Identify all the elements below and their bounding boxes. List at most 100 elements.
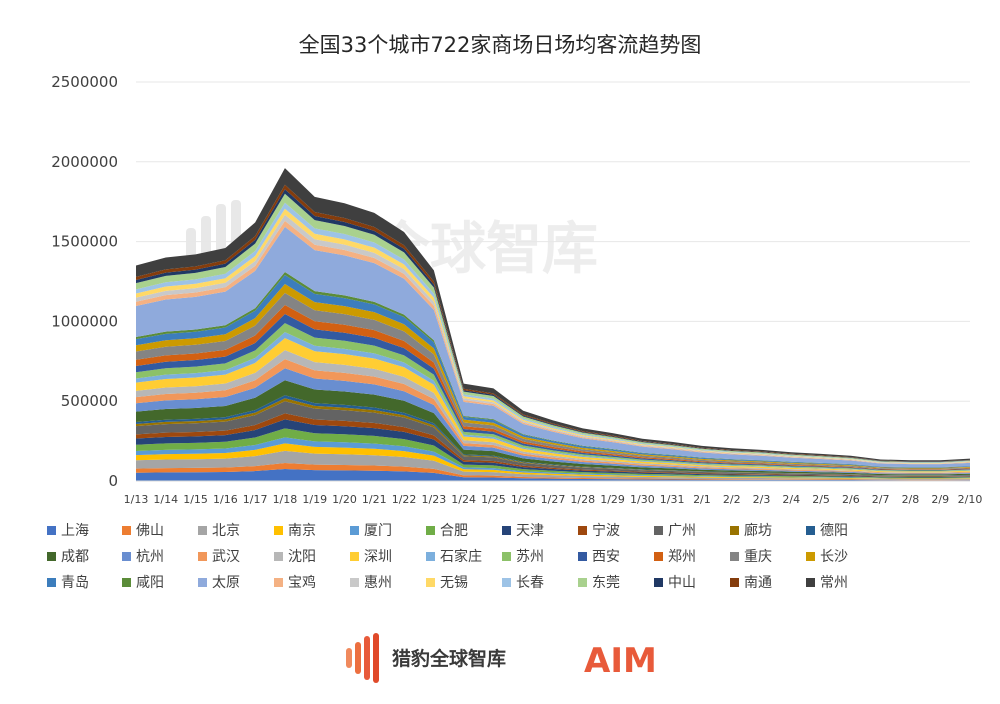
y-tick-label: 1000000 (51, 312, 118, 330)
legend-item-label: 合肥 (440, 523, 468, 539)
x-tick-label: 1/14 (153, 493, 178, 506)
x-tick-label: 1/17 (243, 493, 268, 506)
legend-swatch (578, 578, 587, 587)
y-axis-ticks: 0 500000 1000000 1500000 2000000 2500000 (51, 73, 118, 490)
area-series-佛山 (136, 462, 970, 481)
legend-item-label: 武汉 (212, 549, 240, 565)
legend-item-label: 中山 (668, 575, 696, 591)
x-tick-label: 1/29 (600, 493, 625, 506)
area-series-成都 (136, 380, 970, 476)
legend-item-label: 长沙 (820, 549, 848, 565)
x-tick-label: 1/22 (392, 493, 417, 506)
x-tick-label: 1/13 (124, 493, 149, 506)
x-tick-label: 1/21 (362, 493, 387, 506)
legend-swatch (198, 578, 207, 587)
legend-item-label: 石家庄 (440, 548, 482, 565)
legend-swatch (730, 578, 739, 587)
x-tick-label: 1/31 (660, 493, 685, 506)
legend-swatch (274, 526, 283, 535)
legend-item-label: 德阳 (820, 523, 848, 539)
x-tick-label: 2/9 (931, 493, 949, 506)
x-tick-label: 1/27 (541, 493, 566, 506)
legend-swatch (198, 526, 207, 535)
y-tick-label: 0 (108, 472, 118, 490)
x-tick-label: 1/19 (302, 493, 327, 506)
legend-swatch (47, 552, 56, 561)
legend-item-label: 廊坊 (744, 522, 772, 539)
legend-item-label: 惠州 (364, 575, 392, 591)
area-series-天津 (136, 419, 970, 478)
legend-item-label: 南通 (744, 575, 772, 591)
legend-swatch (502, 578, 511, 587)
x-tick-label: 1/20 (332, 493, 357, 506)
y-tick-label: 2000000 (51, 153, 118, 171)
x-tick-label: 1/28 (570, 493, 595, 506)
legend-swatch (426, 552, 435, 561)
area-series-广州 (136, 401, 970, 477)
x-tick-label: 1/30 (630, 493, 655, 506)
legend-swatch (502, 552, 511, 561)
area-series-group (136, 168, 970, 481)
x-tick-label: 2/10 (958, 493, 983, 506)
legend-swatch (122, 526, 131, 535)
legend-swatch (654, 526, 663, 535)
legend-swatch (122, 578, 131, 587)
y-tick-label: 1500000 (51, 233, 118, 251)
legend-item-label: 咸阳 (136, 575, 164, 591)
footer-branding: 猎豹全球智库 AIM (346, 633, 657, 683)
x-tick-label: 2/6 (842, 493, 860, 506)
legend-item-label: 宝鸡 (288, 574, 316, 591)
legend-swatch (426, 526, 435, 535)
legend-item-label: 常州 (820, 575, 848, 591)
legend-item-label: 太原 (212, 575, 240, 591)
area-series-合肥 (136, 428, 970, 479)
legend-item-label: 西安 (592, 549, 620, 565)
legend-item-label: 重庆 (744, 549, 772, 565)
legend-swatch (578, 526, 587, 535)
legend-item-label: 青岛 (61, 575, 89, 591)
area-series-南京 (136, 443, 970, 479)
brand-name: 猎豹全球智库 (392, 647, 506, 670)
y-tick-label: 500000 (61, 392, 118, 410)
x-tick-label: 1/26 (511, 493, 536, 506)
legend-item-label: 广州 (668, 523, 696, 539)
area-series-太原 (136, 226, 970, 468)
legend-item-label: 南京 (288, 523, 316, 539)
chart-title: 全国33个城市722家商场日场均客流趋势图 (299, 33, 702, 57)
legend-swatch (806, 552, 815, 561)
area-series-北京 (136, 450, 970, 480)
legend-swatch (350, 552, 359, 561)
legend-item-label: 无锡 (440, 575, 468, 591)
legend-item-label: 杭州 (136, 549, 164, 565)
area-series-上海 (136, 468, 970, 481)
legend-swatch (654, 578, 663, 587)
x-tick-label: 2/5 (812, 493, 830, 506)
legend-item-label: 成都 (61, 549, 89, 565)
legend-item-label: 北京 (212, 523, 240, 539)
legend-swatch (47, 578, 56, 587)
legend-swatch (274, 552, 283, 561)
legend-swatch (654, 552, 663, 561)
x-tick-label: 2/8 (902, 493, 920, 506)
x-tick-label: 2/4 (782, 493, 800, 506)
legend-item-label: 上海 (61, 523, 89, 539)
legend-swatch (578, 552, 587, 561)
x-tick-label: 2/7 (872, 493, 890, 506)
x-tick-label: 2/2 (723, 493, 741, 506)
legend-item-label: 宁波 (592, 522, 620, 539)
x-tick-label: 1/18 (273, 493, 298, 506)
legend-swatch (806, 578, 815, 587)
legend-item-label: 佛山 (136, 523, 164, 539)
legend-swatch (198, 552, 207, 561)
legend-item-label: 长春 (516, 575, 544, 591)
legend-item-label: 深圳 (364, 549, 392, 565)
x-tick-label: 1/23 (422, 493, 447, 506)
legend-item-label: 苏州 (516, 549, 544, 565)
legend-swatch (730, 552, 739, 561)
brand-logo-icon (346, 633, 379, 683)
y-tick-label: 2500000 (51, 73, 118, 91)
x-tick-label: 1/24 (451, 493, 476, 506)
